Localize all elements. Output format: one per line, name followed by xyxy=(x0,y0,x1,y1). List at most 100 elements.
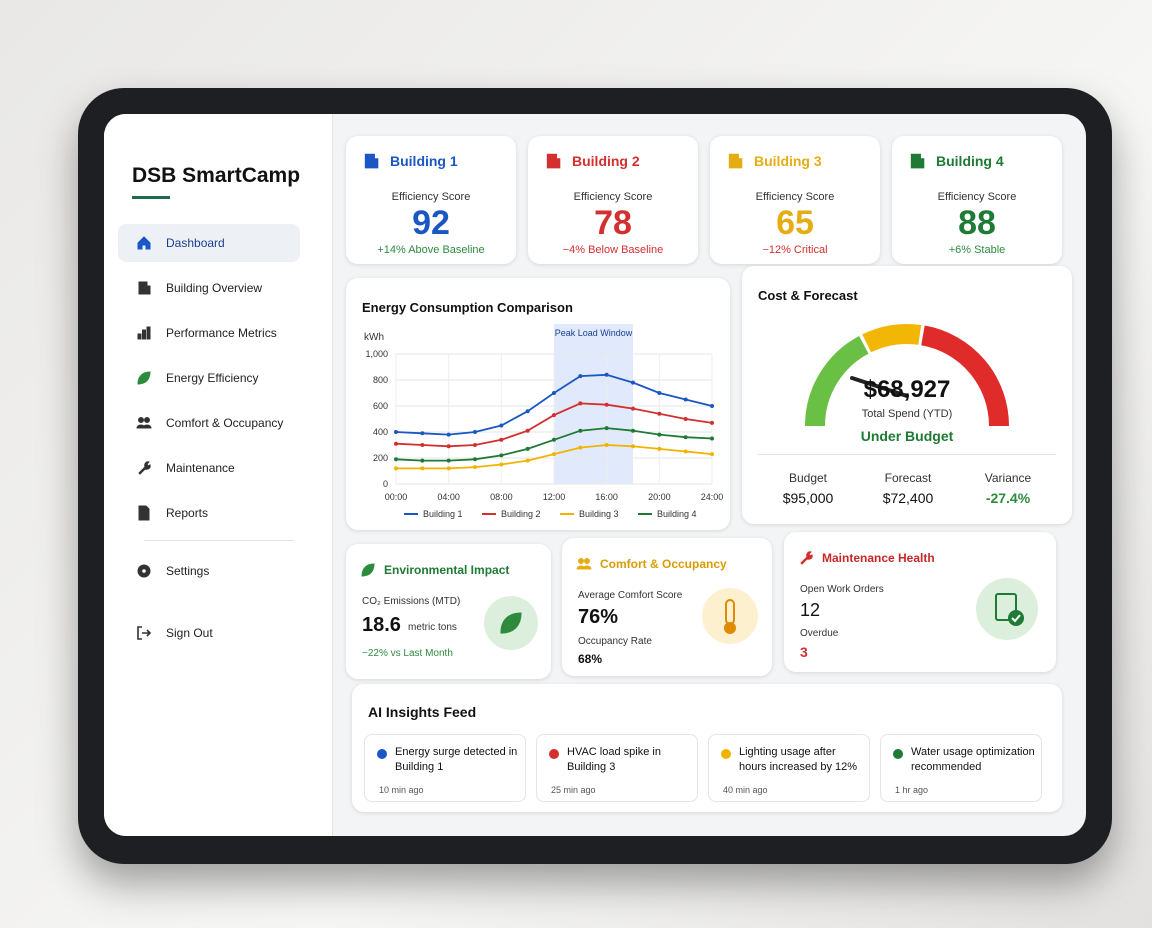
data-point xyxy=(499,437,504,442)
card-header: Building 2 xyxy=(544,152,640,170)
check-badge xyxy=(1008,610,1024,626)
icon xyxy=(136,417,152,429)
insight-item[interactable]: Lighting usage after hours increased by … xyxy=(708,734,870,802)
data-point xyxy=(525,458,530,463)
icon-shape xyxy=(137,236,151,250)
icon xyxy=(500,612,522,634)
icon xyxy=(137,626,152,640)
building-card: Building 4 Efficiency Score 88 +6% Stable xyxy=(892,136,1062,264)
data-point xyxy=(446,432,451,437)
data-point xyxy=(657,391,662,395)
data-point xyxy=(657,411,662,416)
insight-item[interactable]: Energy surge detected in Building 1 10 mi… xyxy=(364,734,526,802)
gauge-segment xyxy=(805,335,869,427)
status-dot xyxy=(893,749,903,759)
insight-text: HVAC load spike in Building 3 xyxy=(567,746,661,773)
data-point xyxy=(578,401,583,406)
nav-item[interactable]: Reports xyxy=(118,494,300,532)
data-point xyxy=(604,426,609,431)
icon-shape xyxy=(144,417,150,423)
data-point xyxy=(446,444,451,449)
thermo-tube xyxy=(725,599,735,625)
nav-item[interactable]: Building Overview xyxy=(118,269,300,307)
nav-item[interactable]: Dashboard xyxy=(118,224,300,262)
gauge-needle xyxy=(850,376,909,398)
data-point xyxy=(631,406,635,411)
data-point xyxy=(420,431,425,436)
legend-label: Building 3 xyxy=(579,509,619,519)
chart-card: Energy Consumption Comparison kWh Peak Loa… xyxy=(346,278,730,530)
emissions-unit: metric tons xyxy=(408,622,457,633)
data-point xyxy=(578,374,583,379)
nav-item[interactable]: Energy Efficiency xyxy=(118,359,300,397)
insight-time: 1 hr ago xyxy=(895,785,929,795)
icon xyxy=(137,326,151,340)
data-point xyxy=(710,420,714,425)
nav-item[interactable]: Comfort & Occupancy xyxy=(118,404,300,442)
card-title: AI Insights Feed xyxy=(368,704,477,720)
nav-label: Building Overview xyxy=(166,281,263,295)
insight-item[interactable]: Water usage optimization recommended 1 hr… xyxy=(880,734,1042,802)
data-point xyxy=(631,428,635,433)
insight-time: 25 min ago xyxy=(551,785,596,795)
y-axis-label: kWh xyxy=(364,332,384,343)
x-tick-label: 16:00 xyxy=(595,492,618,502)
x-tick-label: 04:00 xyxy=(437,492,460,502)
nav-item[interactable]: Maintenance xyxy=(118,449,300,487)
icon-shape xyxy=(136,424,152,429)
maintenance-card: Maintenance Health Open Work Orders 12 Over… xyxy=(784,532,1056,672)
icon xyxy=(138,461,151,475)
data-point xyxy=(394,430,398,434)
gauge-segment xyxy=(920,325,1009,427)
total-label: Total Spend (YTD) xyxy=(861,408,953,420)
nav-item[interactable]: Performance Metrics xyxy=(118,314,300,352)
emissions-change: −22% vs Last Month xyxy=(362,648,453,659)
building-card: Building 1 Efficiency Score 92 +14% Above B… xyxy=(346,136,516,264)
insight-item[interactable]: HVAC load spike in Building 3 25 min ago xyxy=(536,734,698,802)
data-point xyxy=(578,445,583,450)
cost-item-value: $72,400 xyxy=(882,490,934,506)
nav-item[interactable]: Sign Out xyxy=(118,614,300,652)
icon xyxy=(728,153,743,169)
data-point xyxy=(473,430,477,434)
data-point xyxy=(394,466,398,471)
clip-board xyxy=(995,593,1017,621)
cost-item-label: Budget xyxy=(788,471,828,485)
insight-text: Energy surge detected in Building 1 xyxy=(395,746,518,773)
data-point xyxy=(552,413,556,418)
data-point xyxy=(446,458,451,463)
icon xyxy=(138,505,150,521)
y-tick-label: 0 xyxy=(383,479,388,489)
icon-shape xyxy=(137,371,151,385)
insights-card: AI Insights Feed Energy surge detected in… xyxy=(352,684,1062,812)
score-note: +6% Stable xyxy=(948,244,1006,256)
open-value: 12 xyxy=(800,600,821,620)
divider xyxy=(144,540,294,541)
building-card: Building 3 Efficiency Score 65 −12% Critica… xyxy=(710,136,880,264)
data-point xyxy=(525,446,530,451)
divider xyxy=(758,454,1056,455)
data-point xyxy=(683,449,688,454)
nav-item[interactable]: Settings xyxy=(118,552,300,590)
data-point xyxy=(657,432,662,437)
screen: DSB SmartCamp Dashboard Building Overview… xyxy=(104,114,1086,836)
card-title: Cost & Forecast xyxy=(758,288,858,303)
icon-shape xyxy=(137,326,151,340)
data-point xyxy=(420,466,425,471)
status-dot xyxy=(721,749,731,759)
data-point xyxy=(604,402,609,407)
comfort-card: Comfort & Occupancy Average Comfort Score… xyxy=(562,538,772,676)
data-point xyxy=(525,409,530,414)
metric-label: Efficiency Score xyxy=(755,191,835,203)
score-note: −4% Below Baseline xyxy=(562,244,664,256)
card-header: Environmental Impact xyxy=(360,562,509,578)
overdue-value: 3 xyxy=(800,644,808,660)
data-point xyxy=(683,435,688,440)
icon-shape xyxy=(546,153,561,169)
insight-text: Lighting usage after hours increased by … xyxy=(739,746,858,773)
total-spend: $68,927 xyxy=(863,376,951,403)
metric-label: Efficiency Score xyxy=(937,191,1017,203)
card-header: Building 4 xyxy=(908,152,1004,170)
occupancy-label: Occupancy Rate xyxy=(578,636,652,647)
